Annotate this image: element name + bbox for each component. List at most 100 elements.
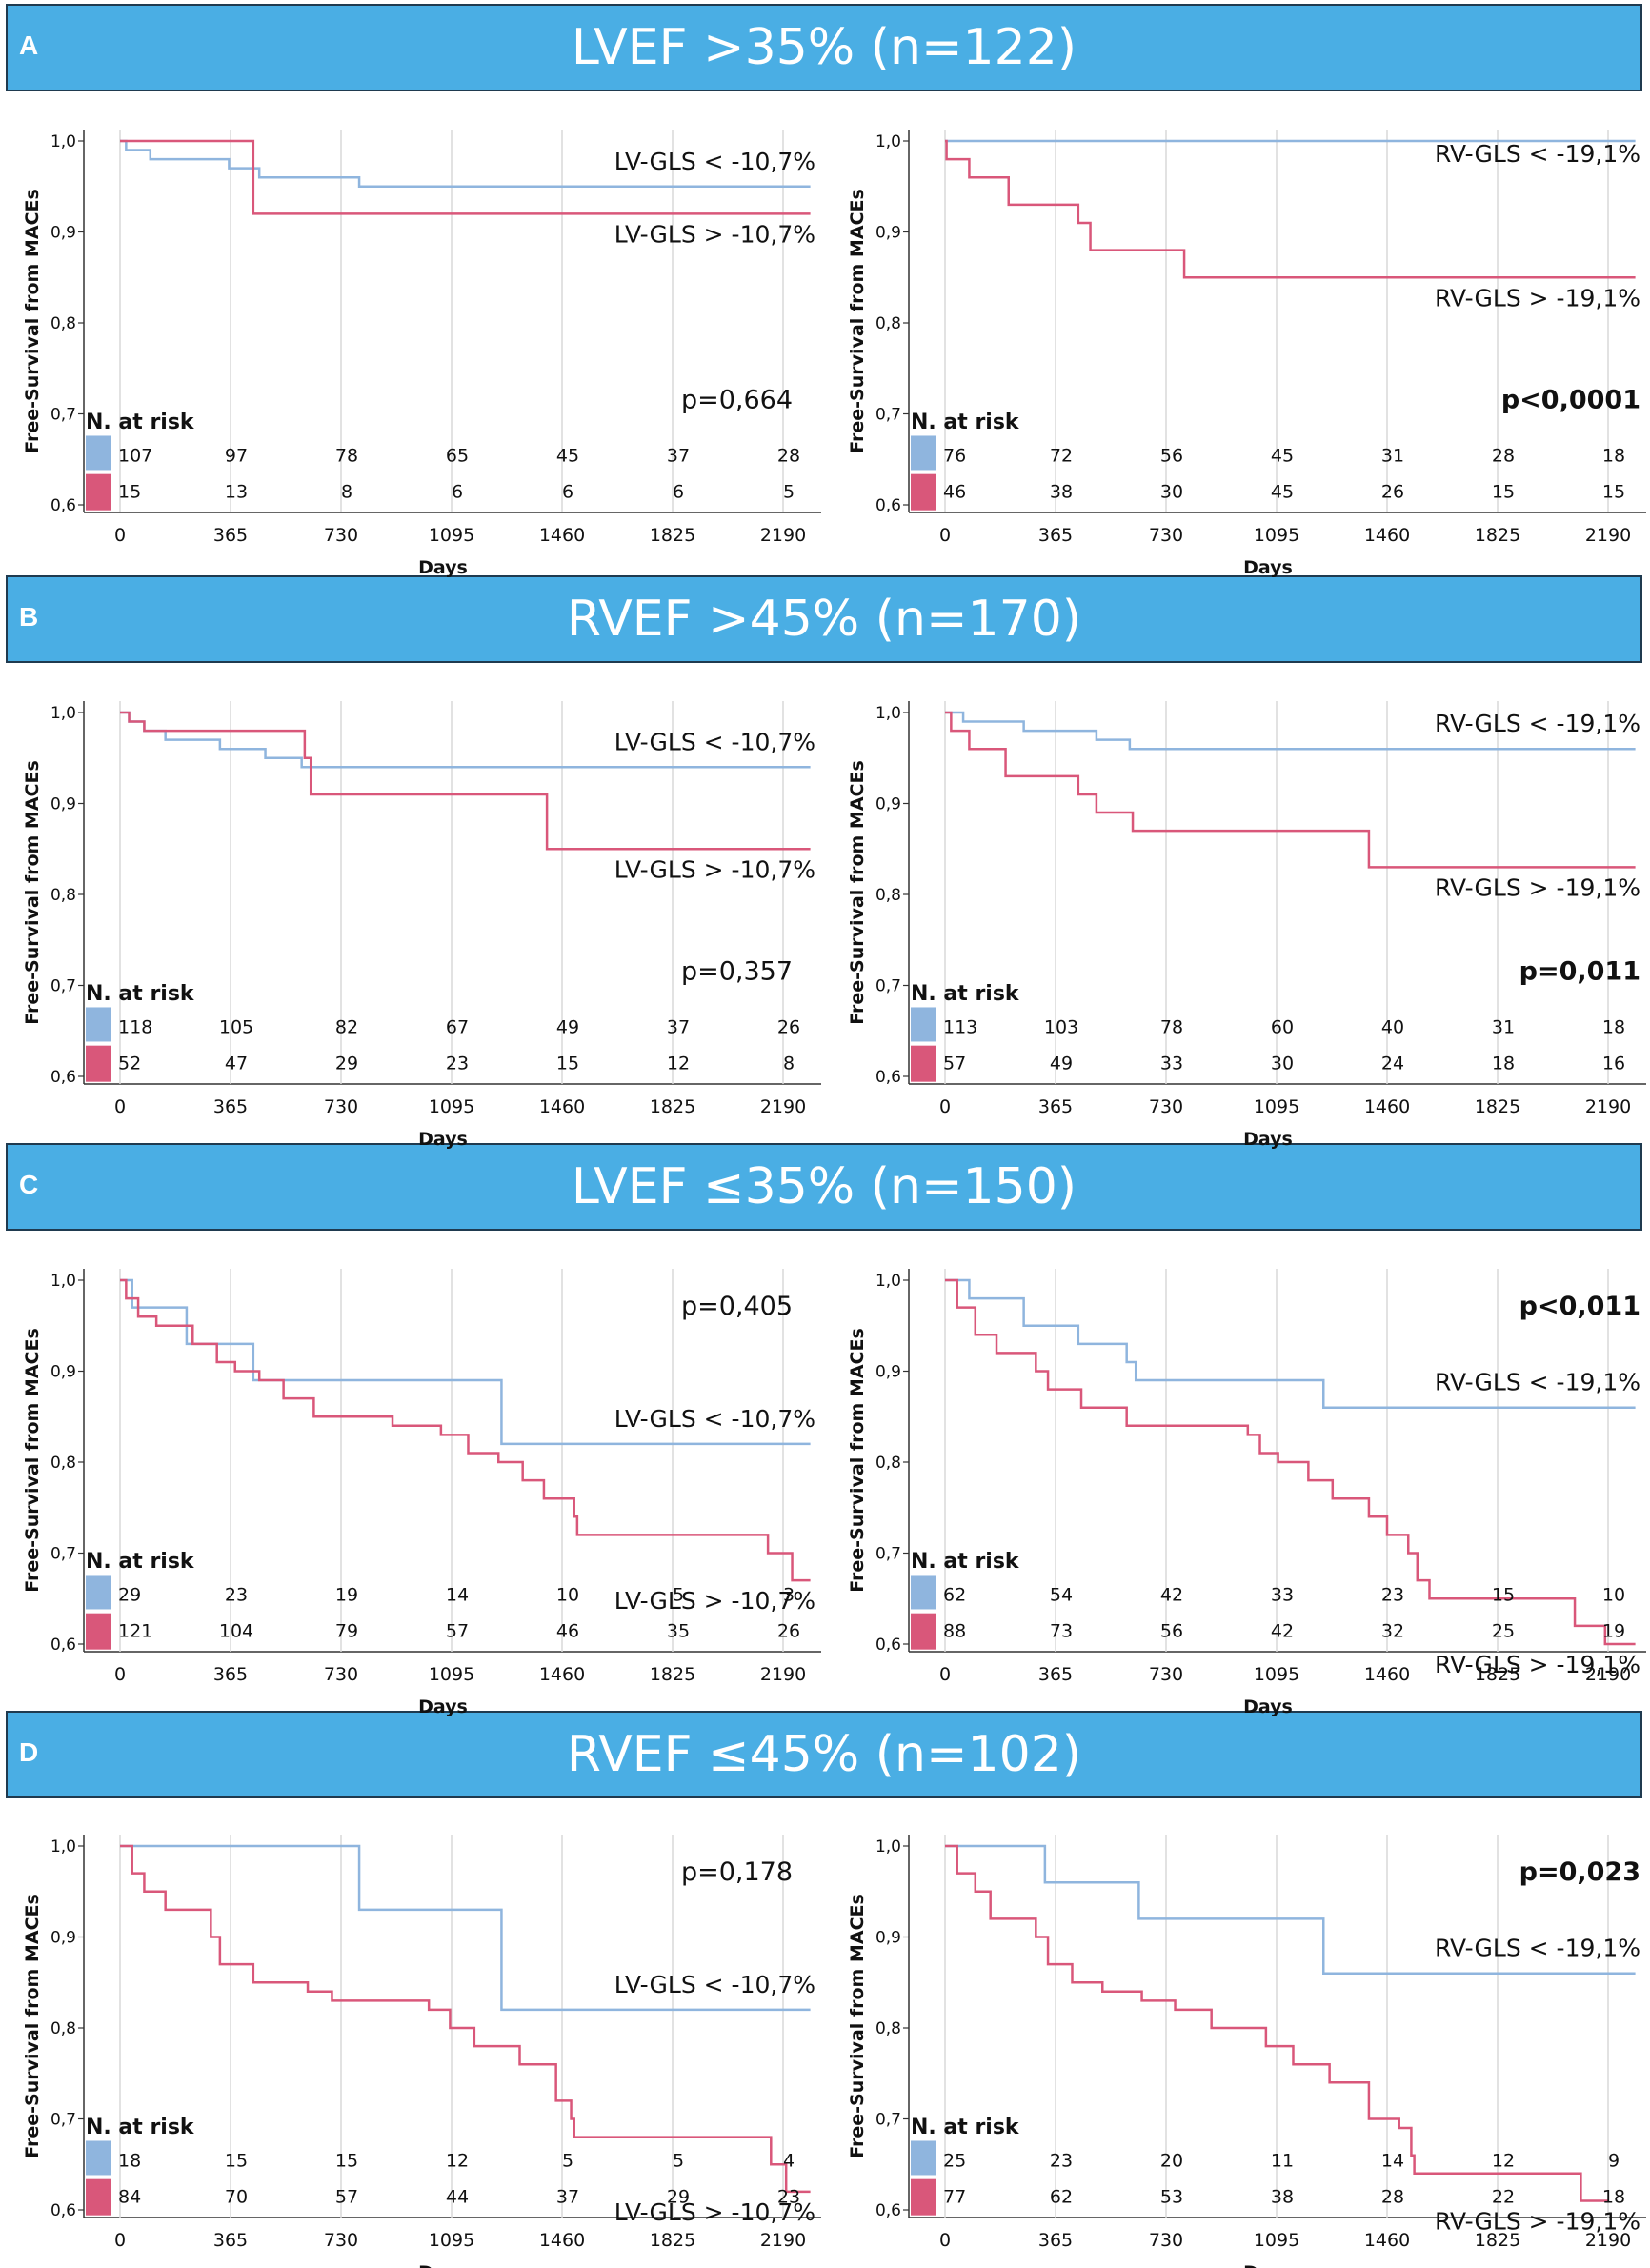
x-tick-label: 2190 <box>1585 1096 1631 1117</box>
x-tick-label: 0 <box>939 1096 951 1117</box>
km-plot-b-right: 0 365 730 1095 1460 1825 2190 0,6 0,7 0,8 0,9 1,0 Da… <box>847 701 1646 1150</box>
y-tick-label: 0,6 <box>875 1636 901 1655</box>
at-risk-value: 13 <box>225 482 248 503</box>
section-letter: C <box>19 1170 39 1199</box>
section-letter: B <box>19 602 39 632</box>
y-tick-label: 0,6 <box>50 496 76 515</box>
y-tick-label: 0,9 <box>875 795 901 814</box>
y-axis-label: Free-Survival from MACEs <box>847 1328 868 1593</box>
legend-label: RV-GLS > -19,1% <box>1435 284 1640 311</box>
section-title: LVEF ≤35% (n=150) <box>571 1158 1077 1215</box>
at-risk-value: 78 <box>1160 1016 1183 1037</box>
section-title: RVEF ≤45% (n=102) <box>566 1726 1082 1783</box>
at-risk-value: 8 <box>341 482 352 503</box>
at-risk-value: 31 <box>1381 445 1404 466</box>
at-risk-value: 77 <box>943 2187 966 2208</box>
x-axis-label: Days <box>1243 2262 1293 2268</box>
at-risk-value: 11 <box>1271 2150 1294 2171</box>
at-risk-swatch-blue <box>86 2140 111 2176</box>
legend-label: RV-GLS > -19,1% <box>1435 1651 1640 1678</box>
x-tick-label: 2190 <box>1585 525 1631 546</box>
legend-label: RV-GLS > -19,1% <box>1435 873 1640 901</box>
at-risk-value: 18 <box>1492 1054 1515 1074</box>
section-title: LVEF >35% (n=122) <box>571 19 1077 76</box>
x-tick-label: 730 <box>1149 1096 1183 1117</box>
x-axis-label: Days <box>1243 1696 1293 1717</box>
p-value: p=0,178 <box>681 1857 793 1887</box>
at-risk-value: 38 <box>1050 482 1073 503</box>
x-tick-label: 1460 <box>539 1664 585 1685</box>
legend-label: LV-GLS < -10,7% <box>614 1405 815 1433</box>
x-tick-label: 1460 <box>1364 1664 1410 1685</box>
at-risk-label: N. at risk <box>86 2116 195 2139</box>
x-tick-label: 1825 <box>1475 525 1520 546</box>
at-risk-value: 18 <box>1602 2187 1625 2208</box>
banner-a: A LVEF >35% (n=122) <box>6 4 1642 91</box>
x-tick-label: 365 <box>1038 2230 1073 2251</box>
legend-label: RV-GLS < -19,1% <box>1435 710 1640 737</box>
at-risk-value: 44 <box>446 2187 469 2208</box>
survival-curve-red <box>945 1278 1636 1646</box>
at-risk-value: 22 <box>1492 2187 1515 2208</box>
legend-label: LV-GLS < -10,7% <box>614 1971 815 1998</box>
at-risk-value: 33 <box>1160 1054 1183 1074</box>
at-risk-value: 23 <box>1381 1584 1404 1605</box>
at-risk-label: N. at risk <box>911 411 1020 434</box>
km-plot-b-left: 0 365 730 1095 1460 1825 2190 0,6 0,7 0,8 0,9 1,0 Da… <box>22 701 821 1150</box>
y-tick-label: 0,8 <box>875 314 901 333</box>
x-tick-label: 730 <box>324 1664 358 1685</box>
at-risk-value: 33 <box>1271 1584 1294 1605</box>
x-tick-label: 730 <box>324 525 358 546</box>
at-risk-value: 28 <box>1492 445 1515 466</box>
at-risk-value: 103 <box>1044 1016 1078 1037</box>
at-risk-value: 25 <box>943 2150 966 2171</box>
at-risk-value: 79 <box>335 1621 358 1642</box>
x-tick-label: 365 <box>1038 525 1073 546</box>
x-tick-label: 730 <box>1149 525 1183 546</box>
at-risk-value: 29 <box>667 2187 690 2208</box>
at-risk-label: N. at risk <box>86 411 195 434</box>
at-risk-value: 35 <box>667 1621 690 1642</box>
at-risk-value: 30 <box>1160 482 1183 503</box>
at-risk-value: 10 <box>556 1584 579 1605</box>
x-axis-label: Days <box>418 557 468 578</box>
y-axis-label: Free-Survival from MACEs <box>847 189 868 453</box>
at-risk-value: 38 <box>1271 2187 1294 2208</box>
at-risk-value: 18 <box>1602 445 1625 466</box>
survival-curve-blue <box>945 711 1636 751</box>
at-risk-value: 73 <box>1050 1621 1073 1642</box>
at-risk-value: 6 <box>452 482 463 503</box>
x-tick-label: 0 <box>939 525 951 546</box>
at-risk-value: 31 <box>1492 1016 1515 1037</box>
at-risk-value: 78 <box>335 445 358 466</box>
at-risk-value: 70 <box>225 2187 248 2208</box>
at-risk-value: 40 <box>1381 1016 1404 1037</box>
at-risk-value: 88 <box>943 1621 966 1642</box>
at-risk-value: 37 <box>556 2187 579 2208</box>
x-tick-label: 365 <box>213 1664 248 1685</box>
x-tick-label: 0 <box>939 2230 951 2251</box>
at-risk-value: 10 <box>1602 1584 1625 1605</box>
legend-label: LV-GLS < -10,7% <box>614 148 815 175</box>
legend-label: LV-GLS > -10,7% <box>614 2198 815 2226</box>
x-axis-label: Days <box>418 1696 468 1717</box>
at-risk-swatch-blue <box>86 435 111 471</box>
at-risk-value: 20 <box>1160 2150 1183 2171</box>
at-risk-value: 62 <box>943 1584 966 1605</box>
survival-curve-blue <box>945 1844 1636 1975</box>
at-risk-swatch-blue <box>911 435 936 471</box>
y-tick-label: 0,6 <box>875 2201 901 2220</box>
at-risk-value: 37 <box>667 1016 690 1037</box>
at-risk-swatch-blue <box>911 2140 936 2176</box>
x-tick-label: 1825 <box>650 1664 695 1685</box>
at-risk-swatch-blue <box>86 1007 111 1042</box>
banner-d: D RVEF ≤45% (n=102) <box>6 1711 1642 1798</box>
section-title: RVEF >45% (n=170) <box>566 591 1082 648</box>
banner-c: C LVEF ≤35% (n=150) <box>6 1143 1642 1231</box>
x-tick-label: 1825 <box>1475 2230 1520 2251</box>
x-tick-label: 1460 <box>539 1096 585 1117</box>
at-risk-label: N. at risk <box>86 982 195 1006</box>
at-risk-value: 12 <box>446 2150 469 2171</box>
p-value: p<0,0001 <box>1501 386 1640 415</box>
at-risk-value: 53 <box>1160 2187 1183 2208</box>
